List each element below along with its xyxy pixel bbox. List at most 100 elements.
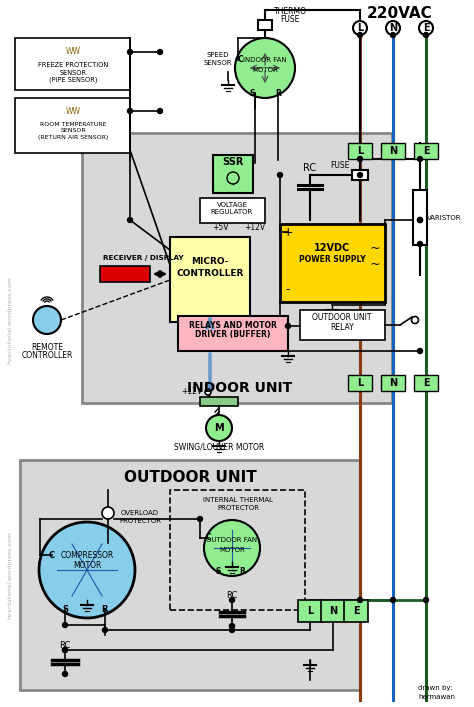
- Circle shape: [418, 218, 422, 223]
- Bar: [62, 108, 84, 115]
- Circle shape: [33, 306, 61, 334]
- Circle shape: [357, 597, 363, 602]
- Text: PROTECTOR: PROTECTOR: [119, 518, 161, 524]
- Text: ~: ~: [370, 257, 380, 271]
- Circle shape: [386, 21, 400, 35]
- Bar: [381, 143, 405, 159]
- Circle shape: [229, 624, 235, 629]
- Bar: [100, 266, 150, 282]
- Text: INDOOR FAN: INDOOR FAN: [243, 57, 287, 63]
- Circle shape: [391, 597, 395, 602]
- Circle shape: [277, 173, 283, 177]
- Text: E: E: [353, 606, 359, 616]
- Bar: [352, 170, 368, 180]
- Circle shape: [63, 622, 67, 628]
- Bar: [298, 600, 322, 622]
- Bar: [170, 237, 250, 322]
- Circle shape: [418, 156, 422, 161]
- Text: C: C: [49, 551, 55, 559]
- Text: R: R: [102, 605, 108, 614]
- Text: 220VAC: 220VAC: [367, 6, 433, 21]
- Circle shape: [102, 628, 108, 633]
- Text: ROOM TEMPERATURE: ROOM TEMPERATURE: [40, 122, 106, 127]
- Text: FUSE: FUSE: [330, 160, 350, 170]
- Circle shape: [235, 38, 295, 98]
- Text: E: E: [423, 378, 429, 388]
- Bar: [413, 190, 427, 245]
- Circle shape: [357, 173, 363, 177]
- Bar: [348, 375, 372, 391]
- Text: SENSOR: SENSOR: [59, 70, 87, 76]
- Text: OUTDOOR UNIT: OUTDOOR UNIT: [124, 469, 256, 484]
- Text: VOLTAGE: VOLTAGE: [217, 202, 247, 208]
- Text: E: E: [423, 146, 429, 156]
- Circle shape: [423, 33, 428, 37]
- Circle shape: [229, 628, 235, 633]
- Text: SENSOR: SENSOR: [60, 129, 86, 134]
- Text: WW: WW: [65, 47, 81, 57]
- Text: OVERLOAD: OVERLOAD: [121, 510, 159, 516]
- Circle shape: [157, 108, 163, 114]
- Text: N: N: [389, 23, 397, 33]
- Text: E: E: [423, 23, 429, 33]
- Bar: [321, 600, 345, 622]
- Text: L: L: [307, 606, 313, 616]
- Text: SPEED: SPEED: [207, 52, 229, 58]
- Text: SWING/LOUVER MOTOR: SWING/LOUVER MOTOR: [174, 443, 264, 452]
- Circle shape: [204, 520, 260, 576]
- Text: INDOOR UNIT: INDOOR UNIT: [187, 381, 292, 395]
- Text: L: L: [357, 23, 363, 33]
- Text: DRIVER (BUFFER): DRIVER (BUFFER): [195, 330, 271, 339]
- Text: L: L: [357, 146, 363, 156]
- Bar: [178, 316, 288, 351]
- Text: VARISTOR: VARISTOR: [427, 215, 461, 221]
- Circle shape: [157, 49, 163, 54]
- Circle shape: [419, 21, 433, 35]
- Bar: [344, 600, 368, 622]
- Circle shape: [418, 218, 422, 223]
- Text: hermawan: hermawan: [418, 694, 455, 700]
- Circle shape: [39, 522, 135, 618]
- Text: C: C: [205, 534, 211, 542]
- Text: FUSE: FUSE: [280, 16, 300, 25]
- Text: SENSOR: SENSOR: [204, 60, 232, 66]
- Circle shape: [357, 156, 363, 161]
- Circle shape: [102, 507, 114, 519]
- Circle shape: [128, 49, 133, 54]
- Text: MOTOR: MOTOR: [252, 67, 278, 73]
- Text: RC: RC: [226, 590, 237, 600]
- Text: RC: RC: [303, 163, 317, 173]
- Text: POWER SUPPLY: POWER SUPPLY: [299, 255, 365, 264]
- Text: S: S: [215, 568, 221, 576]
- Text: R: R: [275, 88, 281, 98]
- Text: MOTOR: MOTOR: [219, 547, 245, 553]
- Text: +: +: [283, 226, 293, 238]
- Text: PROTECTOR: PROTECTOR: [217, 505, 259, 511]
- Bar: [62, 49, 84, 56]
- Text: MICRO-: MICRO-: [191, 257, 229, 267]
- Bar: [414, 143, 438, 159]
- Text: REGULATOR: REGULATOR: [211, 209, 253, 215]
- Circle shape: [198, 517, 202, 522]
- Text: +12V: +12V: [182, 387, 202, 397]
- Text: RC: RC: [59, 641, 71, 650]
- Circle shape: [205, 389, 211, 395]
- Text: SSR: SSR: [222, 157, 244, 167]
- Text: ~: ~: [370, 242, 380, 255]
- Text: C: C: [237, 56, 243, 64]
- Circle shape: [285, 324, 291, 329]
- Bar: [82, 133, 392, 403]
- Bar: [15, 38, 130, 90]
- Text: (RETURN AIR SENSOR): (RETURN AIR SENSOR): [38, 136, 108, 141]
- Text: S: S: [62, 605, 68, 614]
- Text: +12V: +12V: [245, 223, 265, 233]
- Text: N: N: [389, 146, 397, 156]
- Text: (PIPE SENSOR): (PIPE SENSOR): [49, 77, 97, 83]
- Text: RELAY: RELAY: [330, 322, 354, 332]
- Circle shape: [128, 218, 133, 223]
- Bar: [381, 375, 405, 391]
- Text: -: -: [286, 284, 290, 296]
- Text: COMPRESSOR: COMPRESSOR: [60, 551, 114, 561]
- Bar: [20, 460, 360, 690]
- Text: INTERNAL THERMAL: INTERNAL THERMAL: [203, 497, 273, 503]
